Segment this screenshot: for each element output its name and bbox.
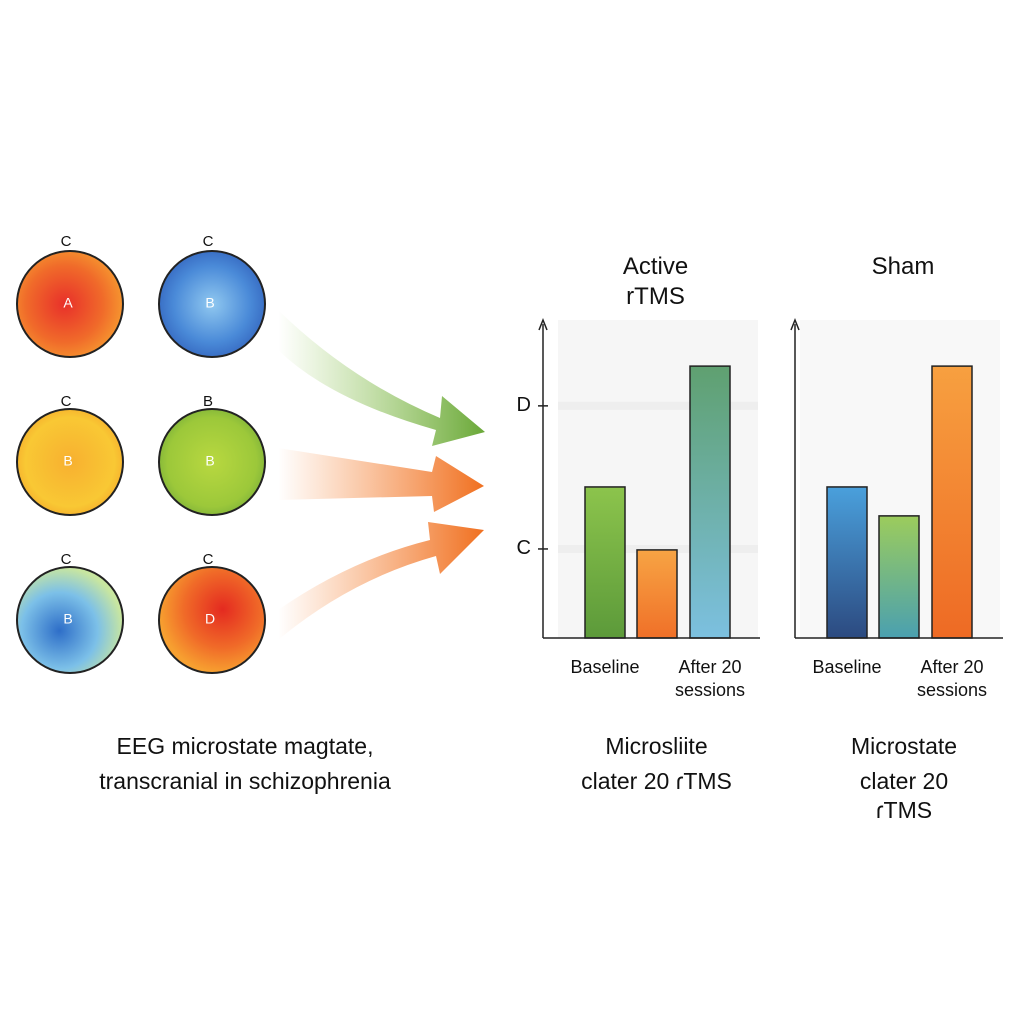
maps: C A C B C B B B C B C D [16, 233, 266, 674]
map-label: B [63, 611, 72, 627]
axis-arrow [790, 317, 800, 331]
chart-title: Active rTMS [622, 253, 689, 310]
topo-map [158, 566, 266, 674]
bar [878, 515, 920, 639]
topo-map [16, 566, 124, 674]
axis-arrow [538, 317, 548, 331]
map-label: D [205, 611, 215, 627]
x-tick-label: Baseline [812, 657, 882, 677]
map-label: C [61, 551, 72, 568]
caption-line: EEG microstate magtate, [116, 733, 374, 759]
topo-map [158, 250, 266, 358]
x-tick-label: After 20 sessions [916, 657, 988, 700]
map-label: C [203, 233, 214, 250]
topo-map [16, 250, 124, 358]
map-label: C [61, 233, 72, 250]
caption-line: transcranial in schizophrenia [99, 768, 391, 794]
chart-caption: Microstate [850, 733, 958, 759]
map-label: C [61, 393, 72, 410]
bar [826, 486, 868, 639]
topo-map [16, 408, 124, 516]
map-label: A [63, 295, 73, 311]
arrows [278, 310, 485, 640]
grid-band [558, 401, 758, 410]
chart-caption: clater 20 ɾTMS [859, 768, 949, 823]
map-label: B [205, 295, 214, 311]
map-label: C [203, 551, 214, 568]
chart-caption: clater 20 ɾTMS [581, 768, 732, 794]
grid-band [558, 544, 758, 553]
topo-map [158, 408, 266, 516]
x-tick-label: After 20 sessions [674, 657, 746, 700]
map-label: B [203, 393, 213, 410]
chart-title: Sham [871, 253, 935, 280]
bar [689, 365, 731, 639]
arrow [278, 522, 484, 640]
y-tick-label: C [517, 537, 531, 559]
bar [636, 549, 678, 639]
x-tick-label: Baseline [570, 657, 640, 677]
arrow [278, 310, 485, 446]
arrow [278, 448, 484, 512]
map-label: B [63, 453, 72, 469]
map-label: B [205, 453, 214, 469]
chart-caption: Microsliite [605, 733, 708, 759]
bar [931, 365, 973, 639]
bar [584, 486, 626, 639]
y-tick-label: D [517, 394, 531, 416]
